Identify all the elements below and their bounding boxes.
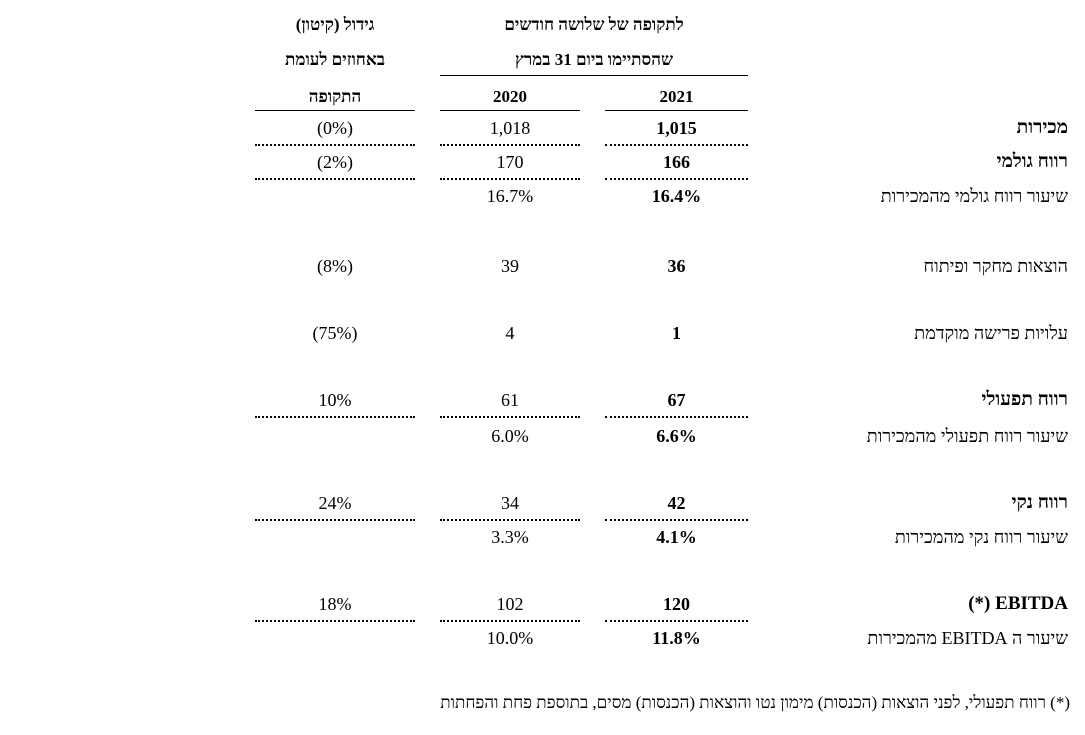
- row-label: EBITDA (*): [968, 593, 1068, 614]
- cell-prior: 6.0%: [491, 426, 529, 446]
- cell-current: 166: [663, 152, 690, 172]
- row-label: הוצאות מחקר ופיתוח: [923, 256, 1068, 276]
- dotted-rule: [255, 416, 415, 418]
- growth-header: גידול (קיטון): [295, 15, 375, 34]
- cell-current: 6.6%: [656, 426, 697, 446]
- dotted-rule: [440, 178, 580, 180]
- row-label: עלויות פרישה מוקדמת: [914, 323, 1068, 343]
- row-label: מכירות: [1016, 117, 1068, 138]
- header-rule: [605, 110, 748, 111]
- cell-prior: 34: [501, 493, 519, 513]
- dotted-rule: [440, 519, 580, 521]
- dotted-rule: [440, 144, 580, 146]
- cell-prior: 10.0%: [486, 628, 534, 648]
- cell-prior: 16.7%: [486, 186, 534, 206]
- dotted-rule: [440, 620, 580, 622]
- cell-growth: (8%): [317, 256, 353, 276]
- cell-growth: (75%): [312, 323, 358, 343]
- cell-growth: (2%): [317, 152, 353, 172]
- growth-header: התקופה: [308, 87, 362, 106]
- header-rule: [440, 75, 748, 76]
- row-label: רווח תפעולי: [981, 389, 1068, 410]
- dotted-rule: [255, 144, 415, 146]
- row-label: רווח גולמי: [996, 151, 1068, 172]
- cell-growth: 24%: [318, 493, 352, 513]
- dotted-rule: [605, 178, 748, 180]
- header-rule: [255, 110, 415, 111]
- cell-current: 1,015: [656, 118, 697, 138]
- cell-prior: 3.3%: [491, 527, 529, 547]
- cell-current: 42: [667, 493, 686, 513]
- cell-prior: 102: [496, 594, 524, 614]
- year-header: 2020: [493, 87, 527, 106]
- cell-prior: 61: [501, 390, 519, 410]
- header-rule: [440, 110, 580, 111]
- row-label: שיעור רווח גולמי מהמכירות: [880, 186, 1068, 206]
- cell-prior: 1,018: [489, 118, 531, 138]
- cell-growth: (0%): [317, 118, 353, 138]
- dotted-rule: [255, 178, 415, 180]
- cell-current: 120: [663, 594, 690, 614]
- cell-growth: 18%: [318, 594, 352, 614]
- dotted-rule: [255, 620, 415, 622]
- period-header: שהסתיימו ביום 31 במרץ: [514, 50, 674, 69]
- cell-growth: 10%: [318, 390, 352, 410]
- dotted-rule: [605, 519, 748, 521]
- row-label: שיעור רווח נקי מהמכירות: [894, 527, 1068, 547]
- dotted-rule: [255, 519, 415, 521]
- growth-header: באחוזים לעומת: [285, 50, 385, 69]
- row-label: רווח נקי: [1011, 492, 1068, 513]
- dotted-rule: [605, 416, 748, 418]
- dotted-rule: [605, 144, 748, 146]
- period-header: לתקופה של שלושה חודשים: [504, 15, 684, 34]
- footnote: (*) רווח תפעולי, לפני הוצאות (הכנסות) מי…: [440, 693, 1070, 712]
- row-label: שיעור ה EBITDA מהמכירות: [867, 628, 1068, 648]
- cell-current: 1: [672, 323, 681, 343]
- cell-current: 11.8%: [652, 628, 701, 648]
- cell-prior: 39: [501, 256, 519, 276]
- cell-current: 4.1%: [656, 527, 697, 547]
- dotted-rule: [605, 620, 748, 622]
- year-header: 2021: [659, 87, 694, 106]
- dotted-rule: [440, 416, 580, 418]
- cell-current: 67: [667, 390, 686, 410]
- cell-prior: 170: [496, 152, 524, 172]
- cell-current: 16.4%: [651, 186, 702, 206]
- cell-prior: 4: [505, 323, 515, 343]
- row-label: שיעור רווח תפעולי מהמכירות: [866, 426, 1068, 446]
- cell-current: 36: [667, 256, 686, 276]
